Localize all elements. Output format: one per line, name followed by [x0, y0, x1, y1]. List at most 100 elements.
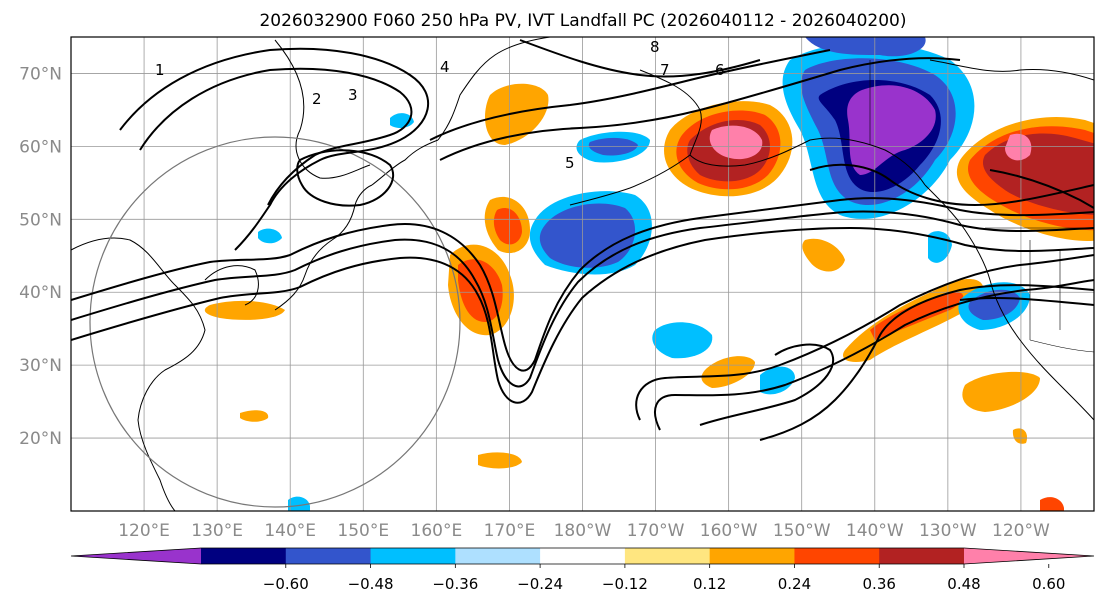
shade-subtropic-negative [760, 366, 795, 395]
pv-contour [71, 226, 1094, 404]
colorbar-tick-label: 0.48 [947, 575, 980, 593]
lon-label: 150°E [337, 521, 389, 541]
lon-label: 150°W [773, 521, 831, 541]
longitude-labels: 120°E 130°E 140°E 150°E 160°E 170°E 180°… [118, 521, 1050, 541]
shade-small-positive-1 [478, 452, 522, 469]
colorbar-outline [70, 547, 1095, 565]
contour-label: 6 [715, 61, 725, 79]
colorbar-tick-label: 0.12 [693, 575, 726, 593]
colorbar-tick-label: 0.60 [1032, 575, 1065, 593]
colorbar-segment [370, 548, 456, 564]
shade-small-positive-5 [1040, 497, 1064, 511]
lat-label: 60°N [19, 137, 62, 157]
pv-contour-labels: 1 2 3 4 5 6 7 8 [155, 38, 725, 172]
colorbar-segment [540, 548, 626, 564]
colorbar: −0.60 −0.48 −0.36 −0.24 −0.12 0.12 0.24 … [70, 547, 1095, 593]
contour-label: 3 [348, 86, 358, 104]
latitude-labels: 70°N 60°N 50°N 40°N 30°N 20°N [19, 64, 62, 449]
shade-small-positive-4 [802, 238, 845, 272]
coast-kuriles [371, 139, 439, 186]
coast-okhotsk [274, 39, 371, 179]
pv-contour [959, 296, 1094, 306]
lon-label: 130°W [919, 521, 977, 541]
coast-korea-china [204, 265, 259, 306]
figure-title: 2026032900 F060 250 hPa PV, IVT Landfall… [259, 11, 906, 31]
pv-contour [654, 279, 1094, 431]
pv-contour [989, 169, 1094, 209]
lon-label: 120°E [118, 521, 170, 541]
radius-circle [89, 136, 461, 508]
pv-contour [699, 343, 835, 426]
lon-label: 170°E [484, 521, 536, 541]
colorbar-extension-max [964, 548, 1094, 564]
contour-label: 2 [312, 90, 322, 108]
colorbar-segment [201, 548, 287, 564]
pv-contour [635, 254, 1094, 421]
lon-label: 140°E [264, 521, 316, 541]
colorbar-tick-label: −0.48 [348, 575, 394, 593]
lat-label: 40°N [19, 283, 62, 303]
contour-label: 7 [660, 61, 670, 79]
lon-label: 130°E [191, 521, 243, 541]
shade-small-negative-4 [288, 496, 310, 511]
pv-contour [296, 149, 395, 207]
pv-contour [119, 47, 429, 251]
colorbar-ticks [285, 564, 1050, 568]
lon-label: 160°E [411, 521, 463, 541]
colorbar-tick-labels: −0.60 −0.48 −0.36 −0.24 −0.12 0.12 0.24 … [263, 575, 1066, 593]
lat-label: 70°N [19, 64, 62, 84]
colorbar-segment [624, 548, 711, 564]
shade-bering-positive-max [709, 125, 763, 160]
colorbar-segment [709, 548, 795, 564]
pv-contour [71, 210, 1094, 388]
shade-subtropic-positive-1 [701, 356, 755, 388]
coast-kamchatka [437, 37, 551, 141]
lon-label: 170°W [627, 521, 685, 541]
shade-japan-positive [204, 300, 285, 320]
map-panel: 1 2 3 4 5 6 7 8 [71, 37, 1094, 511]
colorbar-segment [455, 548, 541, 564]
lon-label: 140°W [846, 521, 904, 541]
lat-label: 20°N [19, 429, 62, 449]
colorbar-segments [70, 547, 1095, 565]
pv-contour [519, 39, 761, 78]
contour-label: 8 [650, 38, 660, 56]
coast-canada [929, 59, 1094, 81]
colorbar-extension-min [71, 548, 201, 564]
colorbar-tick-label: 0.24 [778, 575, 811, 593]
coast-aleutians [569, 154, 691, 206]
lon-label: 120°W [992, 521, 1050, 541]
shade-small-positive-3 [1012, 428, 1028, 444]
contour-label: 5 [565, 154, 575, 172]
shade-east-pacific-positive-core [870, 292, 964, 340]
colorbar-segment [285, 548, 372, 564]
pv-contour [809, 163, 1094, 207]
shade-cp-north-positive-core [493, 207, 522, 245]
graticule [71, 37, 1094, 511]
pv-contour [759, 284, 1094, 441]
colorbar-tick-label: −0.12 [602, 575, 648, 593]
colorbar-tick-label: −0.36 [432, 575, 478, 593]
pv-contour [71, 197, 1094, 372]
colorbar-tick-label: 0.36 [863, 575, 896, 593]
shade-north-negative [805, 37, 926, 57]
coast-north-america [924, 184, 1094, 421]
shade-okhotsk-positive [485, 83, 549, 145]
pv-contour [439, 57, 961, 161]
pv-contours [71, 39, 1094, 441]
shade-pnw-positive-max [1005, 133, 1032, 161]
contour-label: 1 [155, 61, 165, 79]
shade-small-positive-2 [240, 410, 269, 422]
lat-label: 30°N [19, 356, 62, 376]
colorbar-segment [879, 548, 965, 564]
pv-contour [429, 49, 831, 141]
contour-label: 4 [440, 58, 450, 76]
colorbar-tick-label: −0.24 [517, 575, 563, 593]
lon-label: 180°W [554, 521, 612, 541]
border-us-mexico [1029, 339, 1094, 353]
shade-alaska-negative-max [847, 85, 936, 175]
lat-label: 50°N [19, 210, 62, 230]
colorbar-tick-label: −0.60 [263, 575, 309, 593]
map-frame [70, 36, 1095, 512]
